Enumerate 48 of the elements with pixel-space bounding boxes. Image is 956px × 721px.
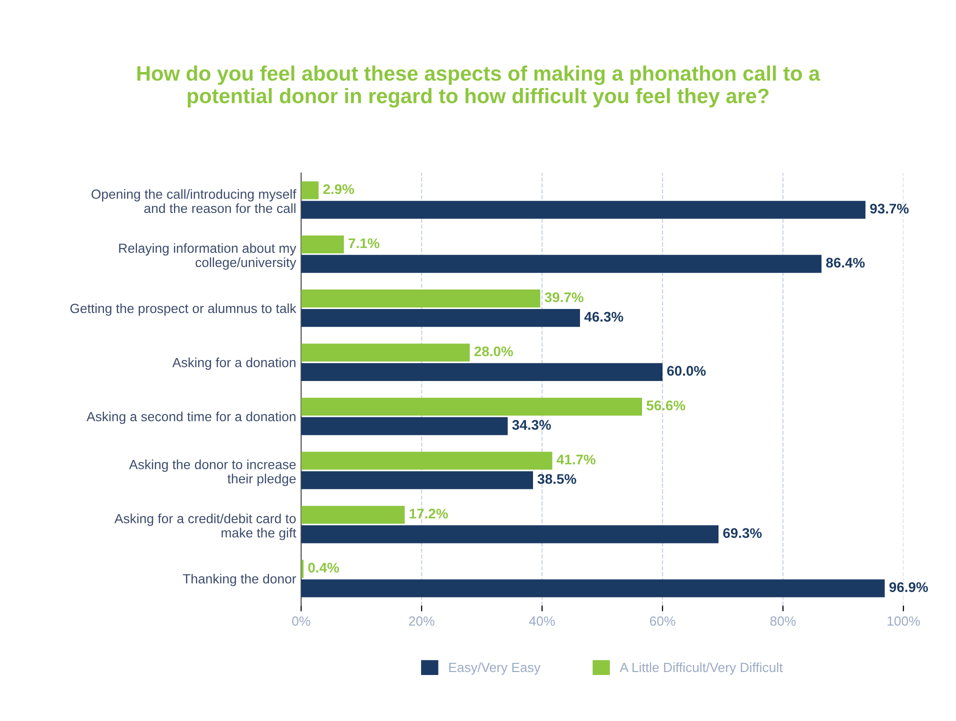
- y-tick-label: Asking a second time for a donation: [86, 412, 296, 424]
- bar: [301, 398, 642, 416]
- legend-label: Easy/Very Easy: [449, 662, 541, 675]
- data-label: 28.0%: [474, 346, 513, 356]
- bar: [301, 506, 405, 524]
- bar: [301, 471, 534, 490]
- x-tick-label: 100%: [888, 616, 920, 626]
- y-tick-label: Getting the prospect or alumnus to talk: [70, 303, 296, 316]
- y-tick-label: Thanking the donor: [182, 574, 296, 586]
- data-label: 96.9%: [889, 582, 928, 592]
- bar: [301, 579, 885, 598]
- y-tick-label: Asking for a credit/debit card to make the gift: [114, 514, 296, 540]
- bar: [301, 235, 344, 254]
- bar: [301, 363, 663, 381]
- bar: [301, 181, 319, 200]
- legend-label: A Little Difficult/Very Difficult: [620, 662, 783, 675]
- x-tick-label: 0%: [292, 616, 310, 626]
- x-tick-label: 40%: [529, 616, 555, 626]
- data-label: 2.9%: [323, 184, 354, 194]
- data-label: 41.7%: [556, 454, 596, 464]
- data-label: 17.2%: [410, 508, 448, 518]
- bar: [301, 200, 866, 219]
- x-tick-label: 80%: [770, 616, 796, 626]
- data-label: 69.3%: [723, 528, 762, 538]
- data-label: 34.3%: [512, 420, 551, 430]
- data-label: 60.0%: [667, 366, 706, 376]
- data-label: 56.6%: [646, 400, 686, 410]
- data-label: 86.4%: [826, 258, 865, 268]
- bar: [301, 309, 580, 327]
- data-label: 38.5%: [538, 474, 576, 484]
- data-label: 46.3%: [584, 312, 624, 322]
- y-tick-label: Relaying information about my college/university: [119, 243, 296, 270]
- x-tick-label: 60%: [650, 616, 676, 626]
- bar: [301, 344, 470, 362]
- bar: [301, 525, 719, 544]
- bar: [301, 452, 552, 470]
- bar: [301, 254, 822, 273]
- y-tick-label: Asking the donor to increase their pledge: [129, 460, 296, 486]
- y-tick-label: Asking for a donation: [172, 358, 296, 370]
- data-label: 0.4%: [308, 562, 340, 573]
- data-label: 39.7%: [544, 292, 584, 302]
- data-label: 7.1%: [348, 238, 380, 248]
- x-tick-label: 20%: [409, 616, 434, 626]
- y-tick-label: Opening the call/introducing myself and the reason for the call: [92, 189, 296, 214]
- bar: [301, 417, 508, 436]
- chart-title: How do you feel about these aspects of making a phonathon call to a potential donor in regard to how difficult you feel they are?: [137, 66, 820, 108]
- bar: [301, 290, 540, 308]
- data-label: 93.7%: [870, 204, 909, 214]
